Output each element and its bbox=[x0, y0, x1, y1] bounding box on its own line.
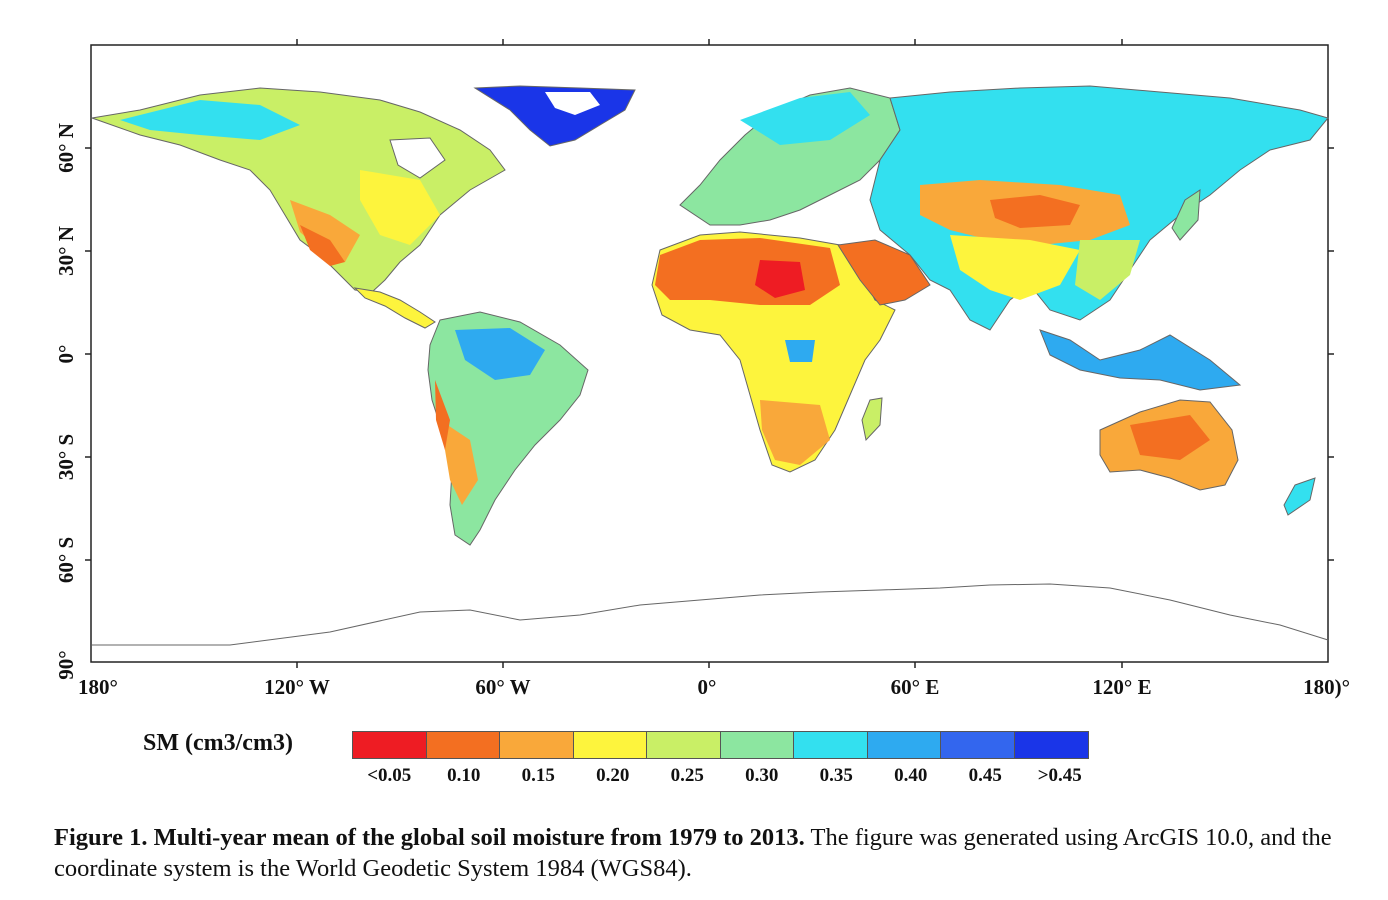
longitude-labels: 180° 120° W 60° W 0° 60° E 120° E 180)° bbox=[78, 675, 1350, 699]
lon-label: 60° E bbox=[891, 675, 940, 699]
legend-swatch bbox=[794, 732, 868, 758]
legend-swatch bbox=[426, 732, 500, 758]
new-zealand bbox=[1283, 477, 1316, 516]
legend-swatch bbox=[647, 732, 721, 758]
legend-swatch bbox=[353, 732, 427, 758]
lon-label: 0° bbox=[698, 675, 717, 699]
legend-colorbar bbox=[352, 731, 1089, 759]
lon-label: 120° W bbox=[264, 675, 330, 699]
figure-caption: Figure 1. Multi-year mean of the global … bbox=[54, 822, 1354, 884]
latitude-labels: 90° 60° S 30° S 0° 30° N 60° N bbox=[54, 123, 78, 680]
lon-label: 120° E bbox=[1092, 675, 1151, 699]
legend-label: 0.40 bbox=[894, 765, 928, 786]
legend-label: 0.25 bbox=[670, 765, 704, 786]
legend-swatch bbox=[573, 732, 647, 758]
madagascar bbox=[861, 397, 883, 442]
legend-label: >0.45 bbox=[1037, 765, 1082, 786]
legend-swatch bbox=[941, 732, 1015, 758]
caption-lead: Figure 1. Multi-year mean of the global … bbox=[54, 824, 805, 851]
lat-label: 60° S bbox=[54, 537, 78, 583]
soil-moisture-map: 180° 120° W 60° W 0° 60° E 120° E 180)° … bbox=[54, 39, 1350, 699]
legend-label: 0.15 bbox=[521, 765, 555, 786]
legend-swatch bbox=[867, 732, 941, 758]
legend-swatch bbox=[500, 732, 574, 758]
central-america bbox=[353, 287, 436, 329]
legend-label: 0.20 bbox=[596, 765, 630, 786]
japan bbox=[1171, 189, 1201, 241]
lat-label: 30° S bbox=[54, 434, 78, 480]
lon-label: 180° bbox=[78, 675, 118, 699]
arabian-peninsula bbox=[837, 239, 931, 306]
legend-label: <0.05 bbox=[367, 765, 412, 786]
lat-label: 0° bbox=[54, 345, 78, 364]
caption-text: The figure was generated using ArcGIS 10… bbox=[54, 824, 1332, 882]
map-ticks bbox=[85, 39, 1334, 668]
legend-label: 0.30 bbox=[745, 765, 779, 786]
antarctica bbox=[92, 583, 1329, 646]
lon-label: 180)° bbox=[1303, 675, 1350, 699]
lon-label: 60° W bbox=[475, 675, 530, 699]
legend-swatch bbox=[1014, 732, 1088, 758]
legend-label: 0.10 bbox=[447, 765, 481, 786]
continents bbox=[90, 85, 1329, 646]
legend-label: 0.45 bbox=[968, 765, 1002, 786]
legend-labels: <0.05 0.10 0.15 0.20 0.25 0.30 0.35 0.40 0.45 >0.… bbox=[352, 765, 1097, 789]
southeast-asia-islands bbox=[1039, 329, 1242, 391]
lat-label: 90° bbox=[54, 650, 78, 679]
lat-label: 30° N bbox=[54, 226, 78, 276]
legend-title: SM (cm3/cm3) bbox=[143, 730, 293, 756]
legend-swatch bbox=[720, 732, 794, 758]
legend-label: 0.35 bbox=[819, 765, 853, 786]
lat-label: 60° N bbox=[54, 123, 78, 173]
